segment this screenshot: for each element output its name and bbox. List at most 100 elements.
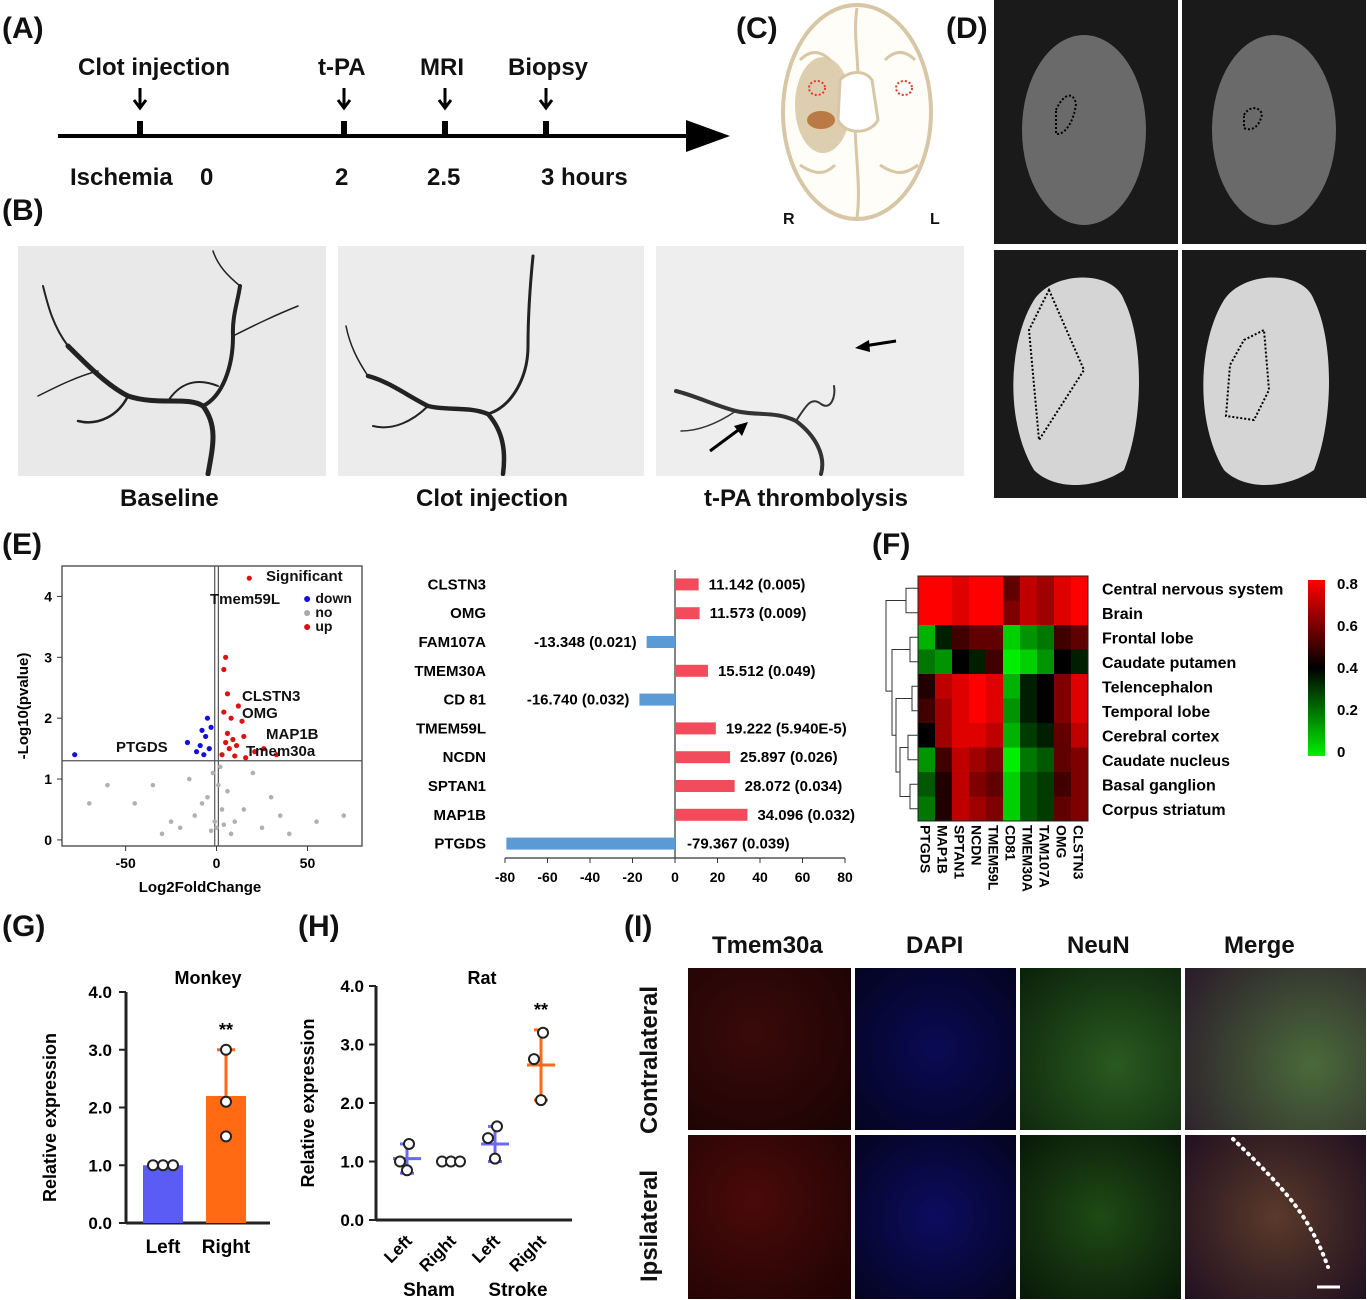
heatmap-col-label: SPTAN1 [952, 825, 968, 879]
heatmap-row-label: Temporal lobe [1102, 704, 1210, 721]
point-no [219, 807, 225, 812]
angiogram-tpa-thrombolysis [656, 246, 964, 476]
down-arrow-icon [538, 88, 554, 111]
heatmap-row-label: Telencephalon [1102, 679, 1213, 696]
heatmap-col-label: NCDN [969, 825, 985, 865]
event-label: Biopsy [508, 54, 589, 81]
heatmap-cell [1020, 723, 1038, 748]
sample-point [220, 1130, 232, 1143]
value-label: 34.096 (0.032) [757, 807, 855, 824]
heatmap-col-label: OMG [1054, 825, 1070, 859]
point-up [261, 746, 267, 752]
heatmap-cell [1054, 600, 1072, 626]
heatmap-cell [969, 698, 987, 724]
point-up [241, 733, 247, 740]
significance-marker: ** [534, 1000, 548, 1020]
point-no [150, 782, 156, 788]
x-tick-label: 50 [300, 855, 316, 871]
heatmap-cell [952, 600, 970, 626]
dendrogram-branch [907, 734, 918, 761]
dendrogram-branch [909, 783, 918, 810]
side-label-right: R [783, 211, 795, 228]
heatmap-cell [986, 772, 1004, 797]
fold-change-bar [675, 722, 716, 735]
heatmap-cell [1037, 723, 1055, 748]
stain-column-label: Merge [1224, 932, 1295, 959]
micrograph-neun-ipsilateral [1020, 1135, 1181, 1299]
row-dendrogram [885, 587, 918, 810]
timeline-diagram [58, 88, 730, 152]
point-no [205, 795, 210, 800]
monkey-expression-chart: Monkey 0.0 1.0 2.0 3.0 4.0 Relative expression… [40, 968, 270, 1258]
heatmap-cell [1003, 698, 1021, 724]
value-label: 15.512 (0.049) [718, 663, 816, 680]
heatmap-cell [918, 796, 936, 822]
heatmap-cell [935, 674, 953, 699]
sample-point [401, 1164, 413, 1177]
point-no [212, 819, 218, 824]
point-down [193, 749, 200, 755]
stain-column-label: DAPI [906, 932, 964, 959]
heatmap-cell [1071, 625, 1089, 650]
point-no [86, 801, 92, 806]
point-down [204, 715, 211, 721]
x-category-label: Left [146, 1237, 182, 1258]
heatmap-cell [1071, 796, 1089, 822]
heatmap-cell [969, 625, 987, 650]
value-label: -79.367 (0.039) [687, 836, 790, 853]
point-up [239, 718, 245, 724]
point-no [341, 813, 347, 818]
volcano-plot: -50 0 50 0 1 2 3 4 Log2FoldChange -Log10(pvalue) [15, 565, 363, 896]
value-label: -16.740 (0.032) [527, 692, 630, 709]
fold-change-bar [506, 837, 675, 850]
y-tick-label: 1.0 [340, 1153, 364, 1172]
event-label: Clot injection [78, 54, 230, 81]
point-up [224, 730, 231, 736]
point-no [286, 831, 292, 837]
heatmap-cell [1003, 576, 1021, 601]
point-down [199, 727, 205, 733]
sample-point [535, 1094, 547, 1107]
x-axis-label: Log2FoldChange [139, 879, 262, 896]
x-tick-label: 60 [795, 869, 811, 885]
sample-point [394, 1155, 406, 1168]
heatmap-cell [986, 796, 1004, 822]
row-label-ipsilateral: Ipsilateral [636, 1169, 663, 1282]
gene-label: PTGDS [116, 739, 168, 756]
point-no [228, 831, 234, 837]
heatmap-cell [918, 723, 936, 748]
heatmap-cell [935, 772, 953, 797]
category-label: CLSTN3 [428, 576, 486, 593]
y-tick-label: 3.0 [340, 1036, 364, 1055]
chart-title: Rat [467, 968, 496, 988]
event-markers [132, 88, 554, 136]
heatmap-cell [935, 600, 953, 626]
heatmap-col-label: TMEM59L [986, 825, 1002, 891]
heatmap-cell [1054, 772, 1072, 797]
micrograph-tmem30a-ipsilateral [688, 1135, 851, 1299]
color-scale-label: 0.6 [1337, 618, 1358, 635]
y-tick-label: 4 [44, 588, 52, 604]
heatmap-cell [1020, 600, 1038, 626]
heatmap-row-label: Basal ganglion [1102, 777, 1216, 794]
heatmap-cell [952, 747, 970, 773]
y-tick-label: 1 [44, 771, 52, 787]
heatmap-cell [918, 747, 936, 773]
point-no [168, 819, 174, 824]
heatmap-cell [969, 747, 987, 773]
point-up [235, 703, 241, 709]
value-label: 11.142 (0.005) [709, 576, 806, 593]
sample-point [454, 1155, 466, 1168]
panel-label-g: (G) [2, 910, 46, 943]
sample-point [537, 1026, 549, 1039]
category-label: CD 81 [443, 692, 486, 709]
event-tick [442, 121, 448, 136]
heatmap-cell [935, 723, 953, 748]
heatmap-cell [1037, 625, 1055, 650]
y-tick-label: 3.0 [88, 1041, 112, 1060]
point-up [230, 736, 236, 743]
x-tick-label: 40 [752, 869, 768, 885]
color-scale-bar [1308, 580, 1325, 756]
heatmap-row-label: Caudate putamen [1102, 655, 1236, 672]
heatmap-cell [1020, 625, 1038, 650]
